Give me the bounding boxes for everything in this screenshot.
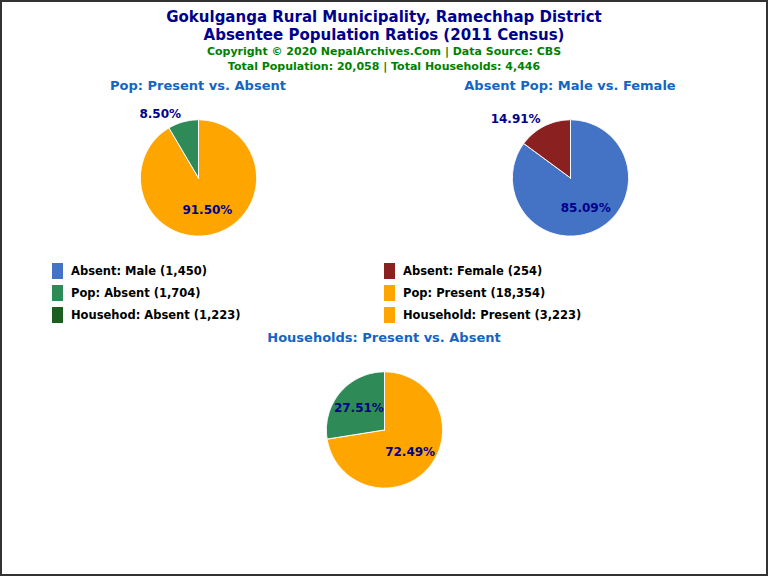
svg-text:14.91%: 14.91% bbox=[491, 111, 541, 125]
html-text:Households: Present vs. Absent: Households: Present vs. Absent bbox=[267, 329, 501, 345]
svg-text:91.50%: 91.50% bbox=[182, 203, 232, 217]
html-text:Pop: Absent (1,704): Pop: Absent (1,704) bbox=[71, 285, 201, 300]
html-text:Copyright © 2020 NepalArchives: Copyright © 2020 NepalArchives.Com | Dat… bbox=[206, 45, 562, 58]
html-text:Absentee Population Ratios (20: Absentee Population Ratios (2011 Census) bbox=[203, 26, 565, 44]
html-text:Absent: Male (1,450): Absent: Male (1,450) bbox=[71, 263, 207, 278]
svg-text:8.50%: 8.50% bbox=[139, 107, 181, 121]
html-text:Absent Pop: Male vs. Female: Absent Pop: Male vs. Female bbox=[464, 77, 676, 93]
html-text:Absent: Female (254): Absent: Female (254) bbox=[403, 263, 543, 278]
html-text:Pop: Present (18,354): Pop: Present (18,354) bbox=[403, 285, 546, 300]
html-text:Pop: Present vs. Absent: Pop: Present vs. Absent bbox=[110, 77, 286, 93]
svg-text:27.51%: 27.51% bbox=[334, 401, 384, 415]
html-text:Househod: Absent (1,223): Househod: Absent (1,223) bbox=[71, 307, 241, 322]
html-text:Total Population: 20,058 | Tot: Total Population: 20,058 | Total Househo… bbox=[227, 59, 541, 73]
svg-text:85.09%: 85.09% bbox=[561, 201, 611, 215]
svg-text:72.49%: 72.49% bbox=[385, 445, 435, 459]
html-text:Household: Present (3,223): Household: Present (3,223) bbox=[403, 307, 582, 322]
html-text:Gokulganga Rural Municipality,: Gokulganga Rural Municipality, Ramechhap… bbox=[166, 8, 602, 26]
